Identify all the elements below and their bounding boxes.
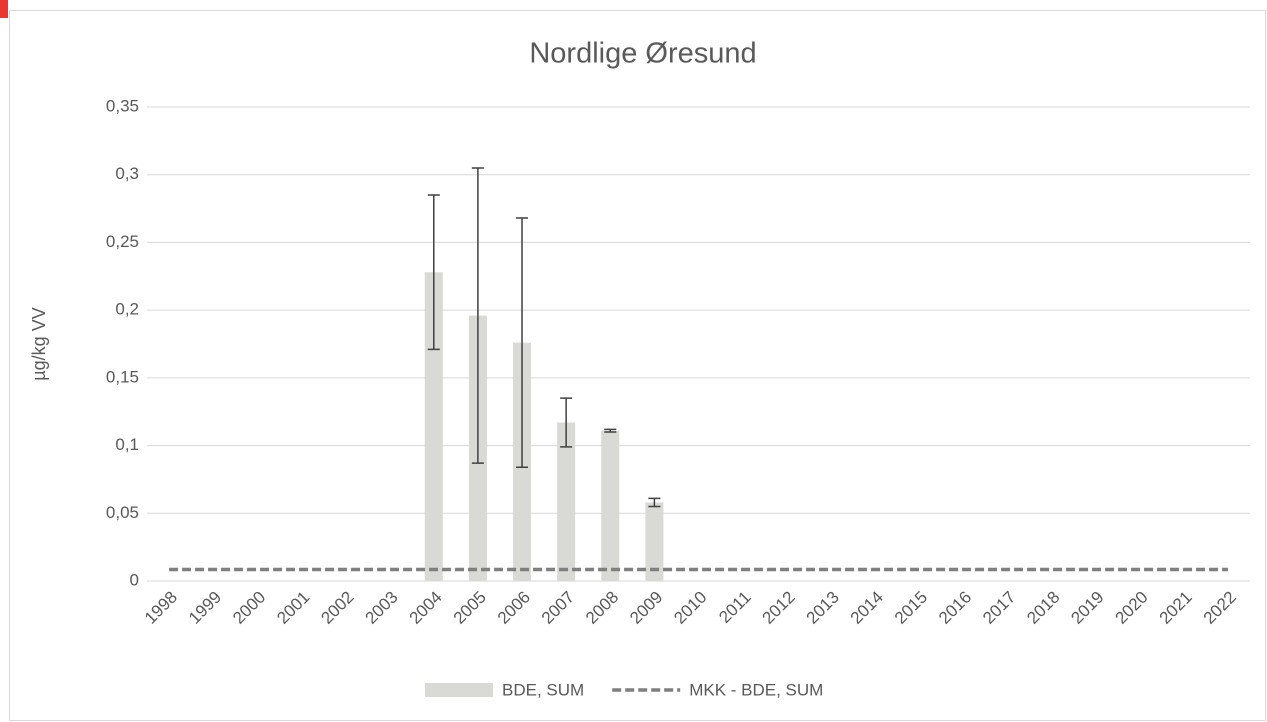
y-tick-label: 0,35	[106, 96, 139, 115]
error-bar	[604, 428, 617, 433]
error-bar	[471, 167, 484, 464]
x-tick-label: 2012	[759, 588, 799, 628]
x-tick-label: 2011	[715, 588, 754, 627]
x-tick-label: 2008	[582, 588, 622, 628]
legend-label: BDE, SUM	[502, 680, 584, 699]
x-tick-label: 2021	[1156, 588, 1196, 628]
x-tick-label: 2014	[847, 588, 887, 628]
x-tick-label: 2006	[494, 588, 534, 628]
y-tick-label: 0,2	[115, 300, 139, 319]
bar	[557, 422, 576, 581]
y-tick-label: 0,05	[106, 503, 139, 522]
x-tick-label: 2010	[670, 588, 710, 628]
x-tick-label: 1998	[141, 588, 181, 628]
x-tick-label: 2013	[803, 588, 843, 628]
brand-mark	[0, 0, 8, 18]
y-axis-label: µg/kg VV	[29, 307, 49, 380]
error-bar	[427, 194, 440, 351]
x-tick-label: 2004	[406, 588, 446, 628]
x-tick-label: 2022	[1200, 588, 1240, 628]
x-tick-label: 2020	[1112, 588, 1152, 628]
x-tick-label: 2001	[273, 588, 313, 628]
y-tick-label: 0,1	[115, 435, 139, 454]
x-tick-label: 2009	[626, 588, 666, 628]
x-tick-label: 1999	[185, 588, 225, 628]
bar	[645, 502, 664, 581]
y-tick-label: 0	[130, 570, 139, 589]
x-tick-label: 2015	[891, 588, 931, 628]
x-tick-label: 2007	[538, 588, 578, 628]
x-tick-label: 2000	[229, 588, 269, 628]
bar	[601, 430, 620, 581]
x-tick-label: 2002	[317, 588, 357, 628]
x-tick-label: 2005	[450, 588, 490, 628]
error-bar	[516, 217, 529, 468]
error-bar	[560, 397, 573, 448]
x-tick-label: 2016	[935, 588, 975, 628]
chart-border	[9, 10, 1266, 721]
x-tick-label: 2017	[979, 588, 1019, 628]
legend-label: MKK - BDE, SUM	[689, 680, 823, 699]
x-tick-label: 2019	[1067, 588, 1107, 628]
y-tick-label: 0,15	[106, 367, 139, 386]
chart-title: Nordlige Øresund	[529, 38, 756, 70]
legend-swatch	[425, 683, 493, 697]
error-bar	[648, 497, 661, 508]
x-tick-label: 2018	[1023, 588, 1063, 628]
x-tick-label: 2003	[361, 588, 401, 628]
y-tick-label: 0,3	[115, 164, 139, 183]
y-tick-label: 0,25	[106, 232, 139, 251]
